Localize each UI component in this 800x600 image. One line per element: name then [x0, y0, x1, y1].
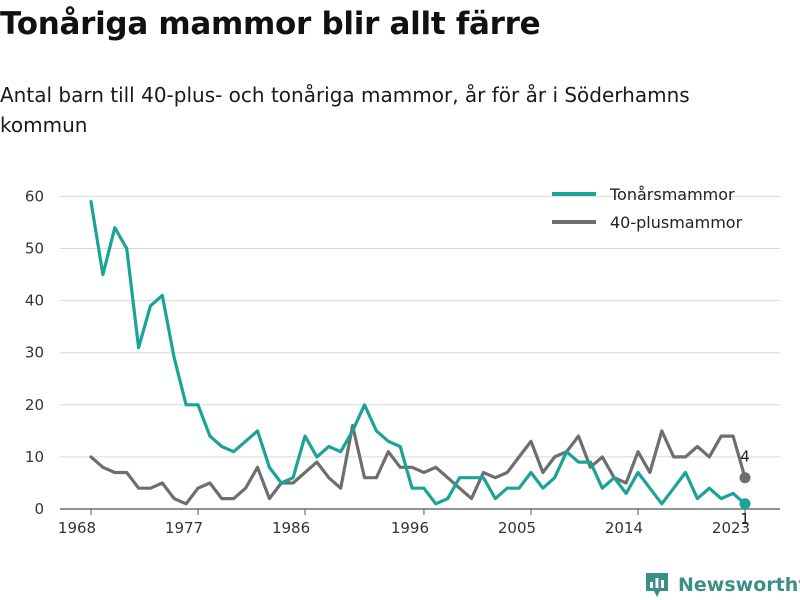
end-value-label: 4: [740, 448, 750, 466]
legend-label: Tonårsmammor: [609, 185, 735, 204]
y-tick-label: 40: [25, 292, 44, 310]
end-point-40-plusmammor: [739, 472, 751, 484]
x-tick-label: 2005: [498, 519, 536, 537]
x-tick-label: 1968: [58, 519, 96, 537]
x-tick-label: 1986: [272, 519, 310, 537]
y-tick-label: 10: [25, 448, 44, 466]
x-tick-label: 1996: [391, 519, 429, 537]
chart-subtitle: Antal barn till 40-plus- och tonåriga ma…: [0, 83, 690, 137]
x-tick-label: 1977: [165, 519, 203, 537]
y-tick-label: 30: [25, 344, 44, 362]
y-tick-label: 0: [34, 500, 44, 518]
bar-chart-icon: [646, 573, 668, 597]
chart-title: Tonåriga mammor blir allt färre: [0, 6, 541, 42]
end-point-tonarsmammor: [739, 498, 751, 510]
newsworthy-logo: Newsworthy: [644, 570, 800, 600]
x-tick-label: 2014: [605, 519, 643, 537]
series-line-tonarsmammor: [89, 200, 747, 506]
y-tick-label: 20: [25, 396, 44, 414]
x-tick-label: 2023: [712, 519, 750, 537]
y-tick-label: 60: [25, 187, 44, 205]
series-line-40-plusmammor: [89, 424, 747, 506]
y-tick-label: 50: [25, 240, 44, 258]
brand-name: Newsworthy: [678, 574, 800, 596]
legend-label: 40-plusmammor: [610, 213, 743, 232]
end-value-label: 1: [740, 510, 750, 528]
